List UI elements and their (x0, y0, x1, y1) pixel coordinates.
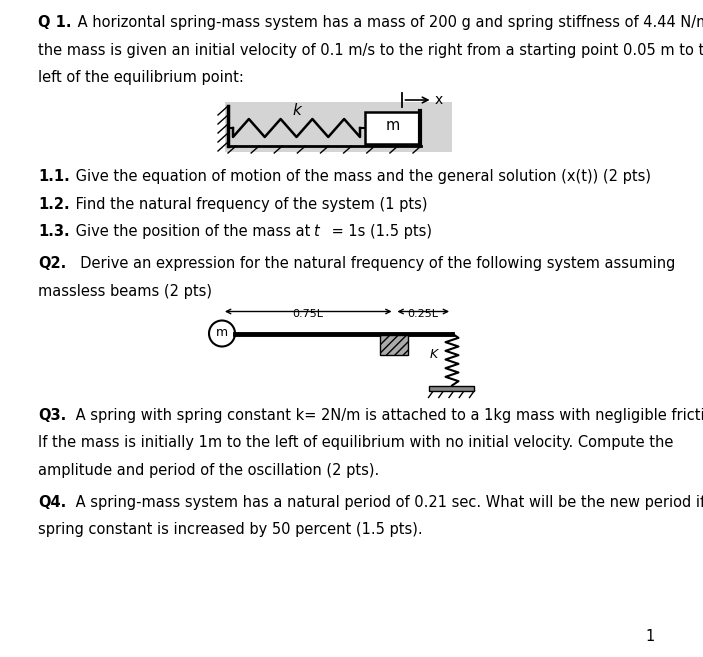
Text: = 1s (1.5 pts): = 1s (1.5 pts) (327, 224, 432, 239)
Text: 1.1.: 1.1. (38, 169, 70, 184)
Text: amplitude and period of the oscillation (2 pts).: amplitude and period of the oscillation … (38, 463, 379, 478)
Bar (380, 334, 408, 355)
Text: m: m (385, 118, 399, 133)
Text: Give the position of the mass at: Give the position of the mass at (71, 224, 315, 239)
Text: Q3.: Q3. (38, 407, 66, 422)
Text: Q4.: Q4. (38, 495, 66, 509)
Text: x: x (434, 93, 443, 107)
Bar (225, 102, 452, 152)
Text: Q2.: Q2. (38, 256, 66, 271)
Text: the mass is given an initial velocity of 0.1 m/s to the right from a starting po: the mass is given an initial velocity of… (38, 43, 703, 58)
Text: A spring with spring constant k= 2N/m is attached to a 1kg mass with negligible : A spring with spring constant k= 2N/m is… (71, 407, 703, 422)
Text: massless beams (2 pts): massless beams (2 pts) (38, 284, 212, 298)
Text: spring constant is increased by 50 percent (1.5 pts).: spring constant is increased by 50 perce… (38, 522, 423, 537)
Text: 1: 1 (646, 629, 655, 644)
Bar (430, 386, 475, 390)
Text: A horizontal spring-mass system has a mass of 200 g and spring stiffness of 4.44: A horizontal spring-mass system has a ma… (73, 15, 703, 30)
Text: k: k (292, 103, 301, 118)
Text: t: t (313, 224, 318, 239)
Text: Give the equation of motion of the mass and the general solution (x(t)) (2 pts): Give the equation of motion of the mass … (71, 169, 651, 184)
Text: Find the natural frequency of the system (1 pts): Find the natural frequency of the system… (71, 196, 427, 212)
Bar (365, 112, 420, 144)
Text: 1.2.: 1.2. (38, 196, 70, 212)
Text: 1.3.: 1.3. (38, 224, 70, 239)
Text: 0.75L: 0.75L (292, 309, 324, 319)
Text: 0.25L: 0.25L (408, 309, 439, 319)
Text: Q 1.: Q 1. (38, 15, 72, 30)
Text: Derive an expression for the natural frequency of the following system assuming: Derive an expression for the natural fre… (71, 256, 676, 271)
Text: left of the equilibrium point:: left of the equilibrium point: (38, 70, 244, 85)
Text: A spring-mass system has a natural period of 0.21 sec. What will be the new peri: A spring-mass system has a natural perio… (71, 495, 703, 509)
Text: K: K (430, 348, 438, 361)
Text: If the mass is initially 1m to the left of equilibrium with no initial velocity.: If the mass is initially 1m to the left … (38, 435, 673, 450)
Text: m: m (216, 326, 228, 339)
